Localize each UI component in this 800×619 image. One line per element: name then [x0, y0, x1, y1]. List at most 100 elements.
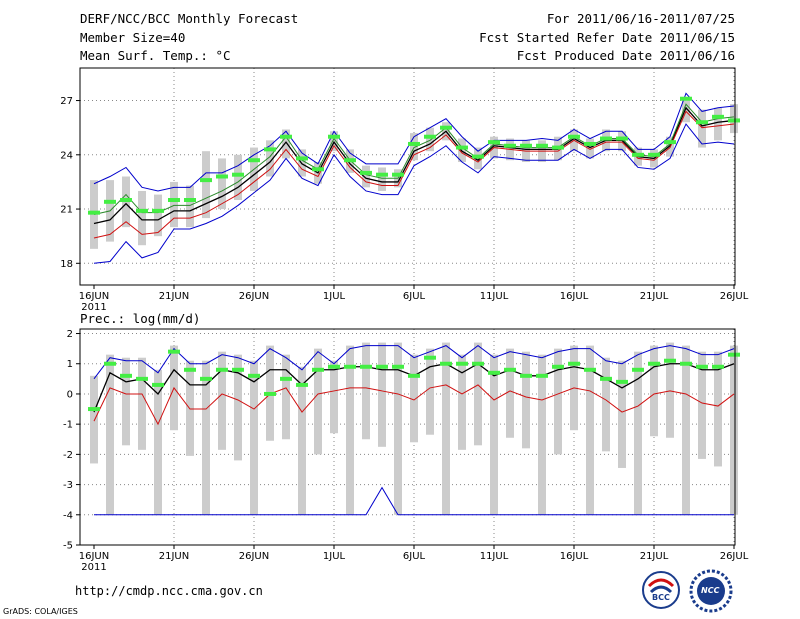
prec-obs-marker — [616, 379, 628, 384]
temp-spread-box — [218, 158, 226, 210]
temp-xtick-label: 26JUN — [239, 291, 269, 302]
variable-label: Mean Surf. Temp.: °C — [80, 48, 231, 63]
prec-spread-box — [314, 348, 322, 455]
temp-obs-marker — [232, 172, 244, 177]
temp-line-mean — [93, 106, 735, 225]
temp-obs-marker — [312, 167, 324, 172]
prec-obs-marker — [104, 361, 116, 366]
temp-spread-box — [170, 181, 178, 228]
temp-obs-marker — [536, 143, 548, 148]
prec-frame — [79, 328, 736, 546]
temp-spread-box — [682, 96, 690, 123]
prec-spread-box — [474, 342, 482, 446]
temp-obs-marker — [680, 96, 692, 101]
temp-obs-marker — [296, 156, 308, 161]
prec-obs-marker — [664, 358, 676, 363]
prec-obs-marker — [488, 370, 500, 375]
prec-obs-marker — [728, 352, 740, 357]
prec-spread-box — [362, 342, 370, 440]
temp-xtick-label: 1JUL — [323, 291, 346, 302]
prec-obs-marker — [456, 361, 468, 366]
prec-spread-box — [154, 369, 162, 515]
prec-spread-box — [426, 348, 434, 435]
temp-xtick-label: 16JUL — [560, 291, 589, 302]
prec-obs-marker — [360, 364, 372, 369]
temp-spread-box — [410, 133, 418, 161]
prec-ytick-label: 2 — [67, 329, 73, 340]
prec-obs-marker — [280, 376, 292, 381]
prec-ytick-label: -1 — [63, 420, 73, 431]
ncc-logo — [689, 569, 733, 613]
temp-xtick-label: 26JUL — [720, 291, 749, 302]
prec-obs-marker — [344, 364, 356, 369]
prec-spread-box — [298, 366, 306, 515]
temp-xtick-label: 21JUL — [640, 291, 669, 302]
source-url[interactable]: http://cmdp.ncc.cma.gov.cn — [75, 584, 263, 598]
temp-xtick-label: 11JUL — [480, 291, 509, 302]
prec-ytick-label: 0 — [67, 389, 73, 400]
precip-label: Prec.: log(mm/d) — [80, 311, 201, 326]
temp-obs-marker — [520, 143, 532, 148]
temp-obs-marker — [696, 120, 708, 125]
prec-spread-box — [106, 354, 114, 515]
prec-spread-box — [538, 354, 546, 515]
prec-obs-marker — [168, 349, 180, 354]
prec-obs-marker — [680, 361, 692, 366]
prec-obs-marker — [440, 361, 452, 366]
prec-spread-box — [618, 360, 626, 468]
prec-spread-box — [506, 348, 514, 438]
prec-spread-box — [410, 354, 418, 443]
prec-xtick-label: 16JUN — [79, 551, 109, 562]
temp-obs-marker — [632, 152, 644, 157]
ncc-logo-text: NCC — [701, 586, 720, 595]
temp-spread-box — [154, 194, 162, 237]
prec-obs-marker — [648, 361, 660, 366]
temp-obs-marker — [184, 198, 196, 203]
prec-spread-box — [490, 354, 498, 515]
chart-title: DERF/NCC/BCC Monthly Forecast — [80, 11, 299, 26]
temp-obs-marker — [152, 208, 164, 213]
temp-xtick-label: 21JUN — [159, 291, 189, 302]
produced-date: Fcst Produced Date 2011/06/16 — [516, 48, 735, 63]
prec-xtick-label: 1JUL — [323, 551, 346, 562]
prec-spread-box — [202, 360, 210, 515]
prec-spread-box — [522, 351, 530, 449]
forecast-period: For 2011/06/16-2011/07/25 — [546, 11, 735, 26]
prec-spread-box — [586, 345, 594, 515]
temp-spread-box — [266, 140, 274, 177]
temp-obs-marker — [440, 125, 452, 130]
prec-obs-marker — [296, 382, 308, 387]
prec-xtick-label: 6JUL — [403, 551, 426, 562]
prec-spread-box — [730, 345, 738, 515]
temp-obs-marker — [664, 140, 676, 145]
temp-ytick-label: 21 — [60, 205, 73, 216]
prec-obs-marker — [216, 367, 228, 372]
temp-spread-box — [698, 109, 706, 148]
temp-obs-marker — [728, 118, 740, 123]
temp-line-green — [93, 103, 735, 215]
prec-obs-marker — [472, 361, 484, 366]
temp-spread-box — [202, 151, 210, 219]
prec-obs-marker — [600, 376, 612, 381]
temp-ytick-label: 24 — [60, 150, 73, 161]
prec-xtick-label: 26JUN — [239, 551, 269, 562]
prec-ytick-label: -2 — [63, 450, 73, 461]
prec-obs-marker — [408, 373, 420, 378]
prec-obs-marker — [536, 373, 548, 378]
temp-obs-marker — [216, 174, 228, 179]
temp-spread-box — [234, 154, 242, 201]
temp-xtick-label: 6JUL — [403, 291, 426, 302]
prec-spread-box — [218, 351, 226, 450]
temp-obs-marker — [136, 208, 148, 213]
prec-obs-marker — [152, 382, 164, 387]
temp-line-min — [93, 123, 735, 264]
temp-obs-marker — [552, 145, 564, 150]
prec-spread-box — [714, 351, 722, 467]
temp-spread-box — [714, 107, 722, 141]
temp-obs-marker — [456, 145, 468, 150]
prec-obs-marker — [424, 355, 436, 360]
temp-obs-marker — [424, 134, 436, 139]
prec-line-max — [93, 344, 735, 380]
temp-obs-marker — [376, 172, 388, 177]
prec-spread-box — [666, 342, 674, 438]
